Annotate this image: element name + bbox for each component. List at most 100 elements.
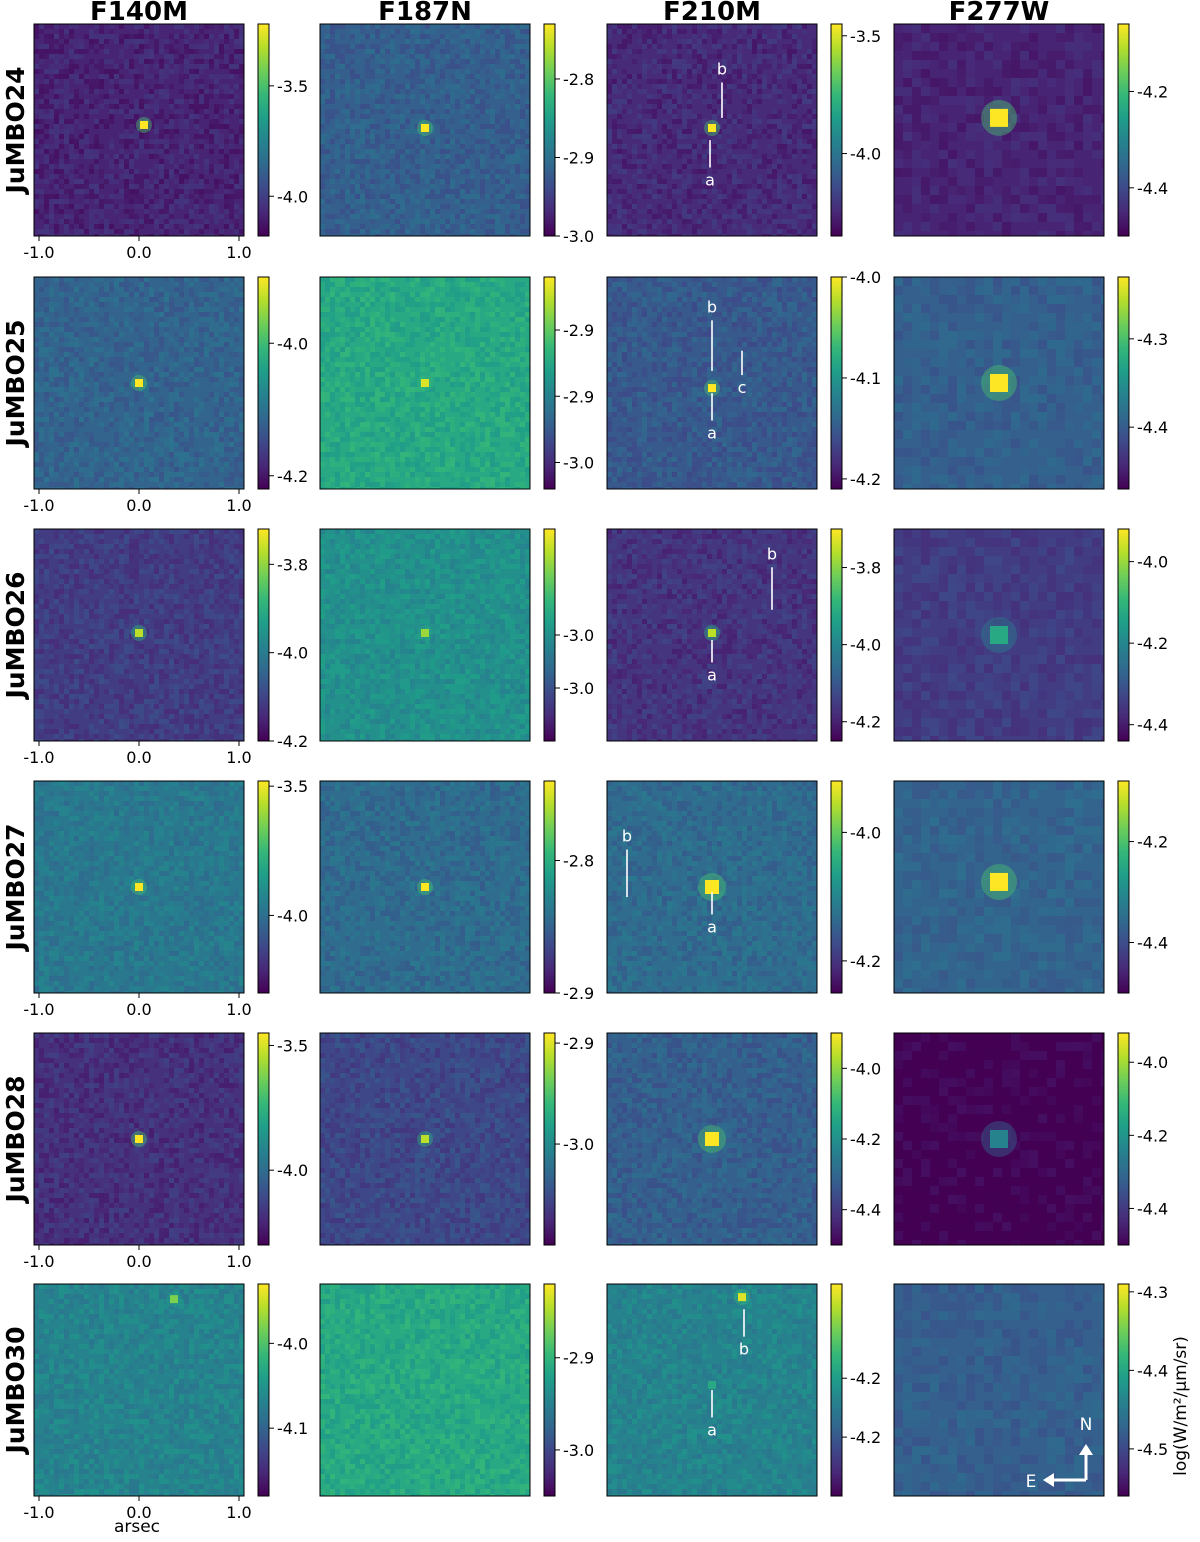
image-jumbo27-f277w [894,781,1104,993]
source-1 [421,1135,429,1143]
image-jumbo26-f210m [607,529,817,741]
colorbar-tick-label: -3.5 [850,27,881,46]
panel-jumbo30-f140m: -4.0 -4.1 [33,1283,308,1497]
colorbar-jumbo27-f277w: -4.2 -4.4 [1117,780,1168,994]
panel-jumbo25-f277w: -4.3 -4.4 [893,276,1168,490]
panel-jumbo28-f187n: -2.9 -3.0 [319,1032,594,1246]
source-1 [135,1135,143,1143]
colorbar-gradient [830,23,843,237]
colorbar-tick-label: -4.0 [277,334,308,353]
panel-jumbo26-f140m: -3.8 -4.0 -4.2 [33,528,308,751]
image-jumbo24-f277w [894,24,1104,236]
source-1 [135,379,143,387]
row-title-jumbo27: JuMBO27 [1,823,30,952]
colorbar-tick-label: -4.0 [850,823,881,842]
component-label-b: b [707,297,717,316]
x-tick-label: 0.0 [126,1503,151,1522]
colorbar-gradient [830,780,843,994]
colorbar-tick-label: -4.2 [1137,634,1168,653]
colorbar-tick-label: -4.2 [850,952,881,971]
colorbar-tick-label: -4.0 [277,187,308,206]
colorbar-jumbo26-f187n: -3.0 -3.0 [543,528,594,742]
colorbar-jumbo24-f277w: -4.2 -4.4 [1117,23,1168,237]
image-jumbo26-f140m [34,529,244,741]
panel-jumbo27-f140m: -3.5 -4.0 [33,777,308,994]
x-tick-label: -1.0 [23,1252,54,1271]
colorbar-tick-label: -4.2 [850,1369,881,1388]
panel-frame [606,1032,818,1246]
component-label-a: a [707,1420,717,1439]
compass-north-label: N [1080,1415,1093,1435]
colorbar-jumbo25-f210m: -4.0 -4.1 -4.2 [830,268,881,490]
colorbar-tick-label: -4.4 [850,1201,881,1220]
image-jumbo28-f140m [34,1033,244,1245]
compass-east-label: E [1026,1472,1037,1492]
image-jumbo25-f277w [894,277,1104,489]
component-label-b: b [717,59,727,78]
component-label-a: a [705,171,715,190]
row-titles: JuMBO24 JuMBO25 JuMBO26 JuMBO27 JuMBO28 JuMBO… [1,66,30,1455]
panel-frame [319,528,531,742]
colorbar-tick-label: -4.0 [277,1334,308,1353]
panel-frame [319,1032,531,1246]
panel-jumbo26-f187n: -3.0 -3.0 [319,528,594,742]
colorbar-tick-label: -4.2 [277,732,308,751]
x-axis-jumbo25: -1.0 0.0 1.0 [23,489,252,515]
colorbar-tick-label: -4.5 [1137,1440,1168,1459]
image-jumbo25-f210m [607,277,817,489]
colorbar-jumbo27-f187n: -2.8 -2.9 [543,780,594,1003]
component-label-a: a [707,424,717,443]
panel-frame [606,1283,818,1497]
colorbar-tick-label: -3.8 [850,559,881,578]
source-1 [708,628,716,637]
colorbar-gradient [257,1283,270,1497]
panel-jumbo24-f187n: -2.8 -2.9 -3.0 [319,23,594,246]
x-tick-label: -1.0 [23,496,54,515]
component-label-b: b [767,544,777,563]
source-1 [135,883,143,891]
colorbar-gradient [830,1283,843,1497]
x-tick-label: -1.0 [23,1503,54,1522]
component-label-a: a [707,665,717,684]
colorbar-tick-label: -4.4 [1137,418,1168,437]
source-1 [140,120,148,129]
panel-jumbo24-f277w: -4.2 -4.4 [893,23,1168,237]
panel-jumbo27-f210m: b a -4.0 -4.2 [606,780,881,994]
colorbar-tick-label: -4.2 [850,1130,881,1149]
x-tick-label: 0.0 [126,1252,151,1271]
image-jumbo24-f187n [320,24,530,236]
colorbar-tick-label: -4.0 [277,644,308,663]
source-1 [990,108,1008,127]
panel-frame [319,1283,531,1497]
panel-frame [893,23,1105,237]
colorbar-tick-label: -4.0 [850,636,881,655]
panel-jumbo25-f187n: -2.9 -2.9 -3.0 [319,276,594,490]
image-jumbo30-f277w [894,1284,1104,1496]
colorbar-gradient [1117,23,1130,237]
component-label-b: b [739,1340,749,1359]
row-title-jumbo28: JuMBO28 [1,1075,30,1204]
colorbar-tick-label: -4.1 [850,369,881,388]
image-jumbo25-f140m [34,277,244,489]
source-1 [708,123,716,132]
x-tick-label: 1.0 [226,1000,251,1019]
panel-frame [893,276,1105,490]
colorbar-tick-label: -4.2 [1137,1126,1168,1145]
panel-jumbo30-f277w: -4.3 -4.4 -4.5 [893,1283,1168,1497]
panel-frame [893,780,1105,994]
colorbar-tick-label: -2.9 [563,387,594,406]
colorbar-tick-label: -4.2 [850,470,881,489]
colorbar-gradient [257,23,270,237]
colorbar-gradient [830,1032,843,1246]
source-1 [990,626,1008,644]
colorbar-gradient [543,780,556,994]
row-title-jumbo25: JuMBO25 [1,319,30,448]
image-jumbo24-f210m [607,24,817,236]
panel-frame [893,1283,1105,1497]
colorbar-tick-label: -4.0 [850,145,881,164]
colorbar-tick-label: -3.0 [563,1135,594,1154]
colorbar-gradient [830,276,843,490]
compass: N E [1026,1415,1093,1492]
image-jumbo25-f187n [320,277,530,489]
